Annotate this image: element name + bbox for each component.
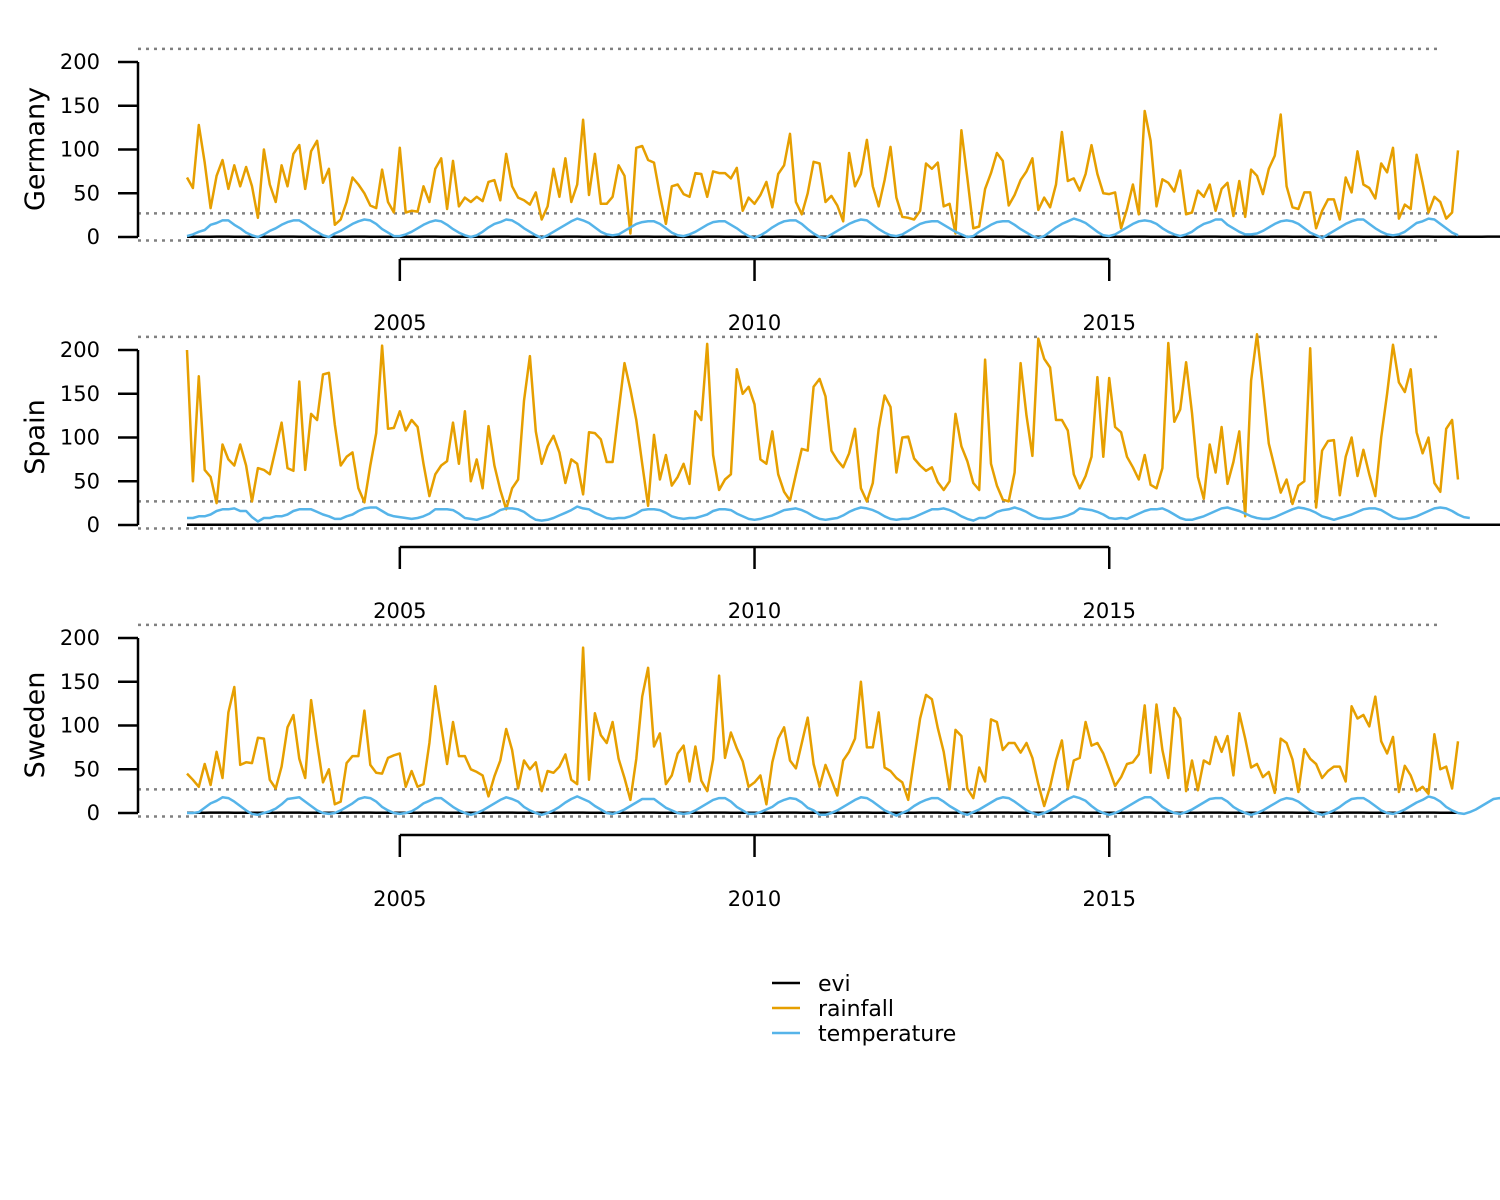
y-tick-label: 50 [73,181,100,205]
axes: 0 50 100 150 200 2005 2010 2015 [60,338,1136,623]
panel-sweden: 0 50 100 150 200 2005 2010 2015 Sweden [20,623,1500,911]
series-line-rainfall [186,646,1460,808]
legend-label-rainfall: rainfall [818,997,894,1022]
reference-lines [138,623,1440,818]
series-group [185,333,1500,526]
series-line-temperature [186,217,1459,240]
y-tick-label: 100 [60,714,100,738]
series-group [186,646,1500,817]
x-tick-label: 2005 [373,311,426,335]
series-line-temperature [187,795,1500,817]
y-tick-label: 100 [60,426,100,450]
panel-germany: 0 50 100 150 200 2005 2010 2015 Germany [20,47,1500,335]
legend: evi rainfall temperature [772,972,956,1047]
x-tick-label: 2010 [728,599,781,623]
x-tick-label: 2010 [728,311,781,335]
panel-title: Sweden [20,672,51,779]
series-line-rainfall [185,333,1460,518]
series-line-temperature [187,505,1470,523]
y-tick-label: 150 [60,94,100,118]
legend-label-temperature: temperature [818,1022,956,1047]
y-tick-label: 0 [87,801,100,825]
x-tick-label: 2005 [373,887,426,911]
y-tick-label: 150 [60,670,100,694]
axes: 0 50 100 150 200 2005 2010 2015 [60,50,1136,335]
panel-title: Germany [20,87,51,211]
x-tick-label: 2015 [1083,887,1136,911]
reference-lines [138,335,1440,530]
series-line-rainfall [185,109,1460,235]
y-tick-label: 200 [60,626,100,650]
x-tick-label: 2010 [728,887,781,911]
y-tick-label: 0 [87,225,100,249]
y-tick-label: 200 [60,338,100,362]
y-tick-label: 150 [60,382,100,406]
y-tick-label: 0 [87,513,100,537]
panel-spain: 0 50 100 150 200 2005 2010 2015 Spain [20,333,1500,623]
x-tick-label: 2005 [373,599,426,623]
axes: 0 50 100 150 200 2005 2010 2015 [60,626,1136,911]
panel-title: Spain [20,399,51,474]
y-tick-label: 50 [73,757,100,781]
x-tick-label: 2015 [1083,311,1136,335]
x-tick-label: 2015 [1083,599,1136,623]
y-tick-label: 200 [60,50,100,74]
legend-label-evi: evi [818,972,851,997]
series-group [185,109,1500,240]
y-tick-label: 100 [60,138,100,162]
y-tick-label: 50 [73,469,100,493]
reference-lines [138,47,1440,242]
